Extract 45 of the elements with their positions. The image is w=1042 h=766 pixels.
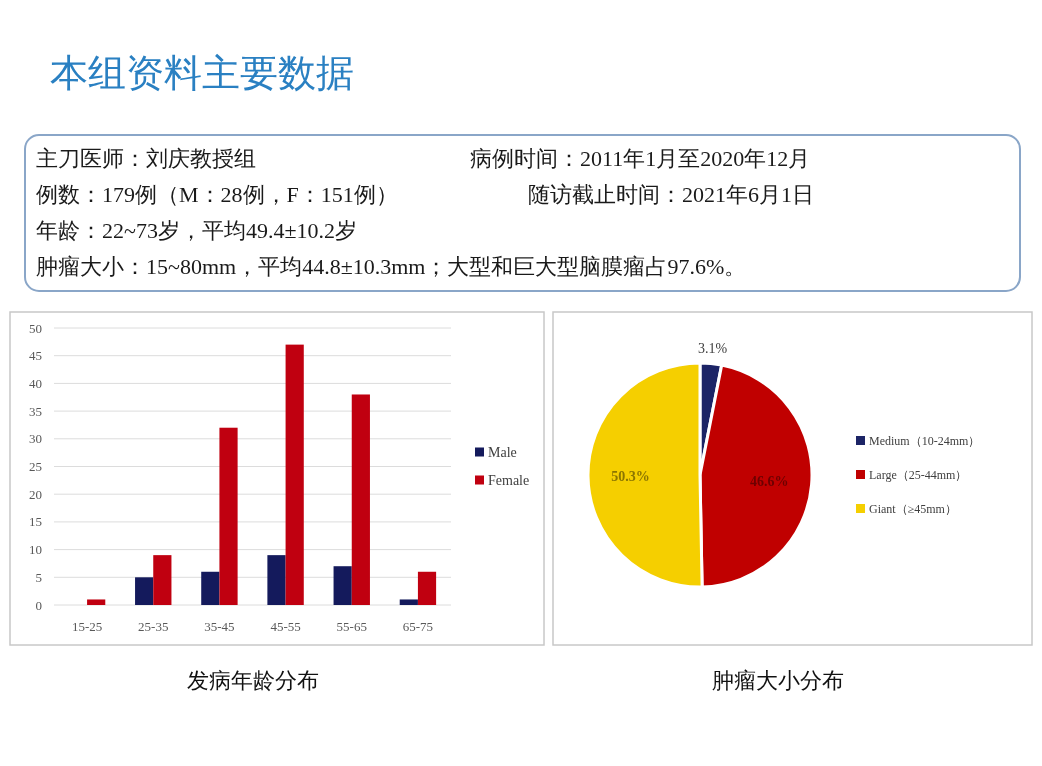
bar	[399, 599, 418, 605]
x-tick-label: 25-35	[138, 619, 169, 634]
x-tick-label: 65-75	[402, 619, 434, 634]
bar	[87, 599, 106, 605]
y-tick-label: 15	[29, 514, 42, 530]
y-tick-label: 40	[29, 375, 42, 391]
bar	[333, 566, 352, 605]
text: 病例时间：2011年1月至2020年12月	[470, 146, 811, 171]
legend-label: Large（25-44mm）	[869, 468, 968, 483]
y-tick-label: 5	[35, 569, 42, 585]
y-tick-label: 25	[29, 459, 42, 475]
text: 肿瘤大小：15~80mm，平均44.8±10.3mm；大型和巨大型脑膜瘤占97.6%。	[36, 254, 747, 279]
x-tick-label: 15-25	[71, 619, 103, 634]
y-tick-label: 10	[29, 542, 42, 558]
y-tick-label: 45	[29, 348, 42, 364]
text: 肿瘤大小分布	[711, 668, 844, 693]
x-tick-label: 45-55	[270, 619, 301, 634]
text: 随访截止时间：2021年6月1日	[528, 182, 814, 207]
legend-label: Medium（10-24mm）	[869, 434, 981, 449]
text: 例数：179例（M：28例，F：151例）	[36, 182, 398, 207]
data-label: 3.1%	[697, 340, 728, 356]
text: 本组资料主要数据	[50, 51, 354, 95]
data-label: 46.6%	[749, 474, 789, 489]
y-tick-label: 30	[29, 431, 42, 447]
bar	[417, 571, 437, 605]
text: 年龄：22~73岁，平均49.4±10.2岁	[36, 218, 357, 243]
legend-label: Male	[488, 445, 517, 461]
y-tick-label: 0	[35, 597, 42, 613]
text: 发病年龄分布	[186, 668, 319, 693]
bar	[135, 577, 154, 605]
y-tick-label: 50	[29, 320, 42, 336]
bar	[351, 394, 370, 605]
y-tick-label: 20	[29, 486, 42, 502]
bar	[285, 344, 304, 605]
bar	[219, 427, 238, 605]
x-tick-label: 35-45	[204, 619, 235, 634]
text: 主刀医师：刘庆教授组	[36, 146, 256, 171]
y-tick-label: 35	[29, 403, 42, 419]
bar	[153, 555, 172, 605]
legend-label: Giant（≥45mm）	[869, 502, 957, 517]
data-label: 50.3%	[611, 468, 650, 484]
x-tick-label: 55-65	[336, 619, 367, 634]
legend-label: Female	[488, 473, 530, 489]
bar	[201, 571, 220, 605]
bar	[267, 555, 286, 605]
